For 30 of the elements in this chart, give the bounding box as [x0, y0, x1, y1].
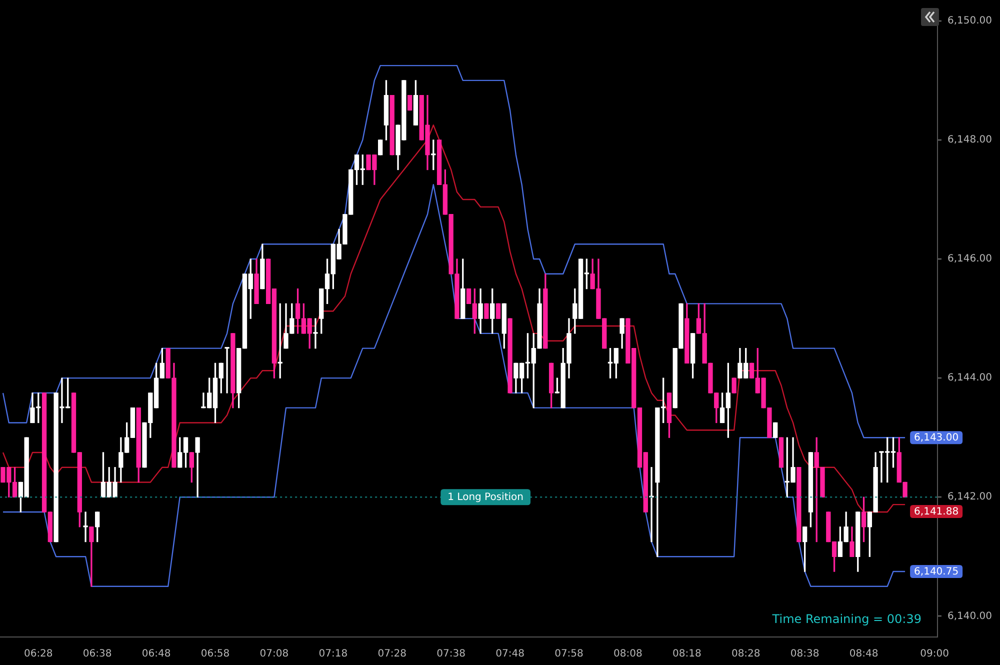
x-tick-label: 08:28 [731, 648, 760, 660]
x-tick-label: 07:48 [496, 648, 524, 660]
ref-line-label: 1 Long Position [448, 492, 524, 504]
data-label: 6,141.88 [914, 506, 959, 518]
y-tick-label: 6,140.00 [947, 610, 992, 622]
candlestick [224, 346, 230, 394]
candlestick [313, 318, 318, 349]
y-tick-label: 6,150.00 [947, 16, 992, 27]
data-label: 6,140.75 [914, 566, 959, 578]
x-tick-label: 07:18 [318, 648, 348, 660]
x-tick-label: 07:58 [554, 648, 584, 660]
y-tick-label: 6,142.00 [947, 492, 992, 503]
x-tick-label: 06:58 [200, 648, 230, 660]
x-tick-label: 08:48 [849, 648, 878, 660]
data-label: 6,143.00 [914, 432, 959, 444]
x-tick-label: 07:38 [436, 648, 466, 660]
x-tick-label: 06:28 [24, 648, 53, 660]
y-tick-label: 6,144.00 [947, 372, 992, 384]
y-tick-label: 6,148.00 [947, 134, 992, 146]
x-tick-label: 08:18 [672, 648, 702, 660]
x-tick-label: 08:38 [790, 648, 820, 660]
x-tick-label: 08:08 [614, 648, 642, 660]
annotation: Time Remaining = 00:39 [771, 612, 922, 626]
x-tick-label: 09:00 [920, 648, 949, 660]
x-tick-label: 07:08 [260, 648, 289, 660]
x-tick-label: 06:48 [142, 648, 171, 660]
y-tick-label: 6,146.00 [947, 254, 992, 265]
candlestick [83, 512, 88, 542]
x-tick-label: 06:38 [82, 648, 112, 660]
x-tick-label: 07:28 [378, 648, 407, 660]
